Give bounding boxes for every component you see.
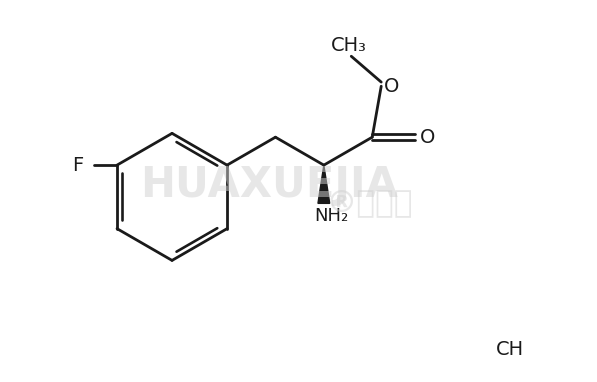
Text: CH₃: CH₃ xyxy=(330,36,367,55)
Text: O: O xyxy=(384,77,399,96)
Text: O: O xyxy=(420,128,435,147)
Text: F: F xyxy=(72,155,84,175)
Text: NH₂: NH₂ xyxy=(314,207,348,225)
Text: HUAXUEJIA: HUAXUEJIA xyxy=(140,164,398,206)
Polygon shape xyxy=(318,165,330,203)
Text: CH: CH xyxy=(496,340,524,359)
Text: ®化学建: ®化学建 xyxy=(325,188,413,217)
